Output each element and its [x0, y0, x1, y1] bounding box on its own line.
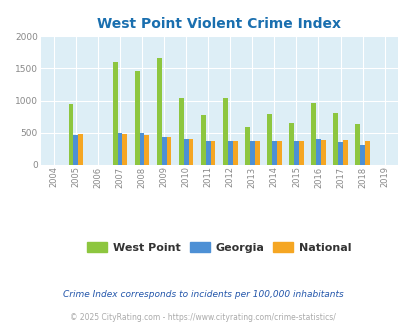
Bar [222, 98, 227, 165]
Bar [232, 141, 237, 165]
Bar [117, 133, 122, 165]
Bar [288, 123, 293, 165]
Bar [245, 127, 249, 165]
Bar [254, 141, 259, 165]
Bar [210, 141, 215, 165]
Bar [227, 141, 232, 165]
Bar [161, 137, 166, 165]
Bar [359, 145, 364, 165]
Bar [364, 141, 369, 165]
Bar [249, 141, 254, 165]
Bar [200, 115, 205, 165]
Bar [144, 135, 149, 165]
Bar [139, 133, 144, 165]
Bar [293, 141, 298, 165]
Bar [179, 98, 183, 165]
Bar [122, 134, 127, 165]
Bar [134, 71, 139, 165]
Legend: West Point, Georgia, National: West Point, Georgia, National [83, 238, 355, 257]
Bar [320, 140, 325, 165]
Bar [311, 103, 315, 165]
Title: West Point Violent Crime Index: West Point Violent Crime Index [97, 17, 340, 31]
Bar [68, 104, 73, 165]
Bar [333, 113, 337, 165]
Bar [276, 141, 281, 165]
Text: Crime Index corresponds to incidents per 100,000 inhabitants: Crime Index corresponds to incidents per… [62, 290, 343, 299]
Bar [183, 139, 188, 165]
Bar [354, 124, 359, 165]
Bar [266, 114, 271, 165]
Bar [156, 57, 161, 165]
Text: © 2025 CityRating.com - https://www.cityrating.com/crime-statistics/: © 2025 CityRating.com - https://www.city… [70, 313, 335, 322]
Bar [315, 139, 320, 165]
Bar [73, 135, 78, 165]
Bar [78, 134, 83, 165]
Bar [298, 141, 303, 165]
Bar [113, 62, 117, 165]
Bar [188, 139, 193, 165]
Bar [337, 142, 342, 165]
Bar [271, 141, 276, 165]
Bar [166, 137, 171, 165]
Bar [205, 141, 210, 165]
Bar [342, 140, 347, 165]
